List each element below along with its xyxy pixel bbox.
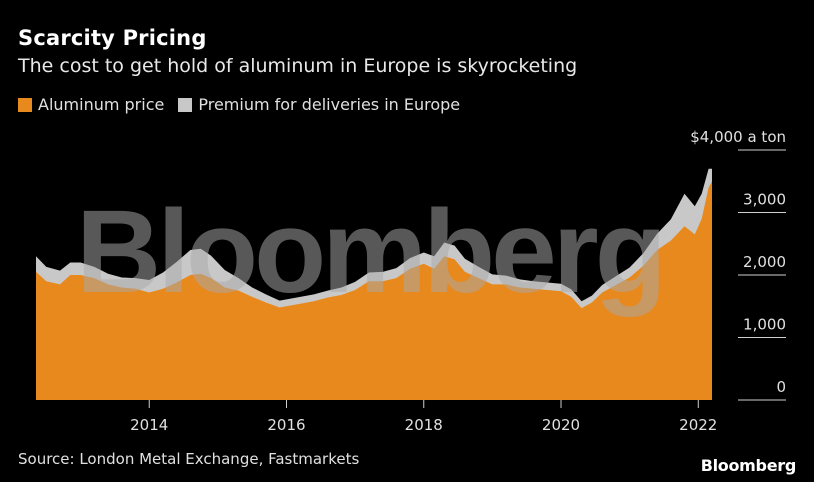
legend-label-premium: Premium for deliveries in Europe bbox=[198, 95, 461, 114]
chart-subtitle: The cost to get hold of aluminum in Euro… bbox=[18, 55, 578, 77]
legend-item-premium: Premium for deliveries in Europe bbox=[178, 95, 460, 114]
y-tick-label-3000: 3,000 bbox=[743, 191, 786, 209]
legend-swatch-aluminum bbox=[18, 97, 32, 112]
legend-item-aluminum: Aluminum price bbox=[18, 95, 164, 114]
x-tick-label-2018: 2018 bbox=[405, 416, 443, 434]
y-tick-label-4000: $4,000 a ton bbox=[690, 128, 786, 146]
y-tick-label-1000: 1,000 bbox=[743, 316, 786, 334]
x-tick-label-2016: 2016 bbox=[267, 416, 305, 434]
y-tick-label-2000: 2,000 bbox=[743, 253, 786, 271]
chart-title: Scarcity Pricing bbox=[18, 26, 207, 50]
legend-label-aluminum: Aluminum price bbox=[38, 95, 165, 114]
bloomberg-watermark: Bloomberg bbox=[76, 186, 663, 318]
bloomberg-logo: Bloomberg bbox=[700, 456, 797, 475]
x-tick-label-2014: 2014 bbox=[130, 416, 168, 434]
x-axis: 2014 2016 2018 2020 2022 bbox=[130, 400, 717, 434]
x-tick-label-2020: 2020 bbox=[542, 416, 580, 434]
series-aluminum-area bbox=[36, 181, 712, 400]
source-note: Source: London Metal Exchange, Fastmarke… bbox=[18, 450, 360, 468]
x-tick-label-2022: 2022 bbox=[679, 416, 717, 434]
area-layer bbox=[36, 168, 712, 400]
y-axis: 0 1,000 2,000 3,000 $4,000 a ton bbox=[690, 128, 786, 401]
y-tick-label-0: 0 bbox=[776, 378, 786, 396]
legend-swatch-premium bbox=[178, 97, 193, 112]
legend: Aluminum price Premium for deliveries in… bbox=[18, 95, 474, 114]
